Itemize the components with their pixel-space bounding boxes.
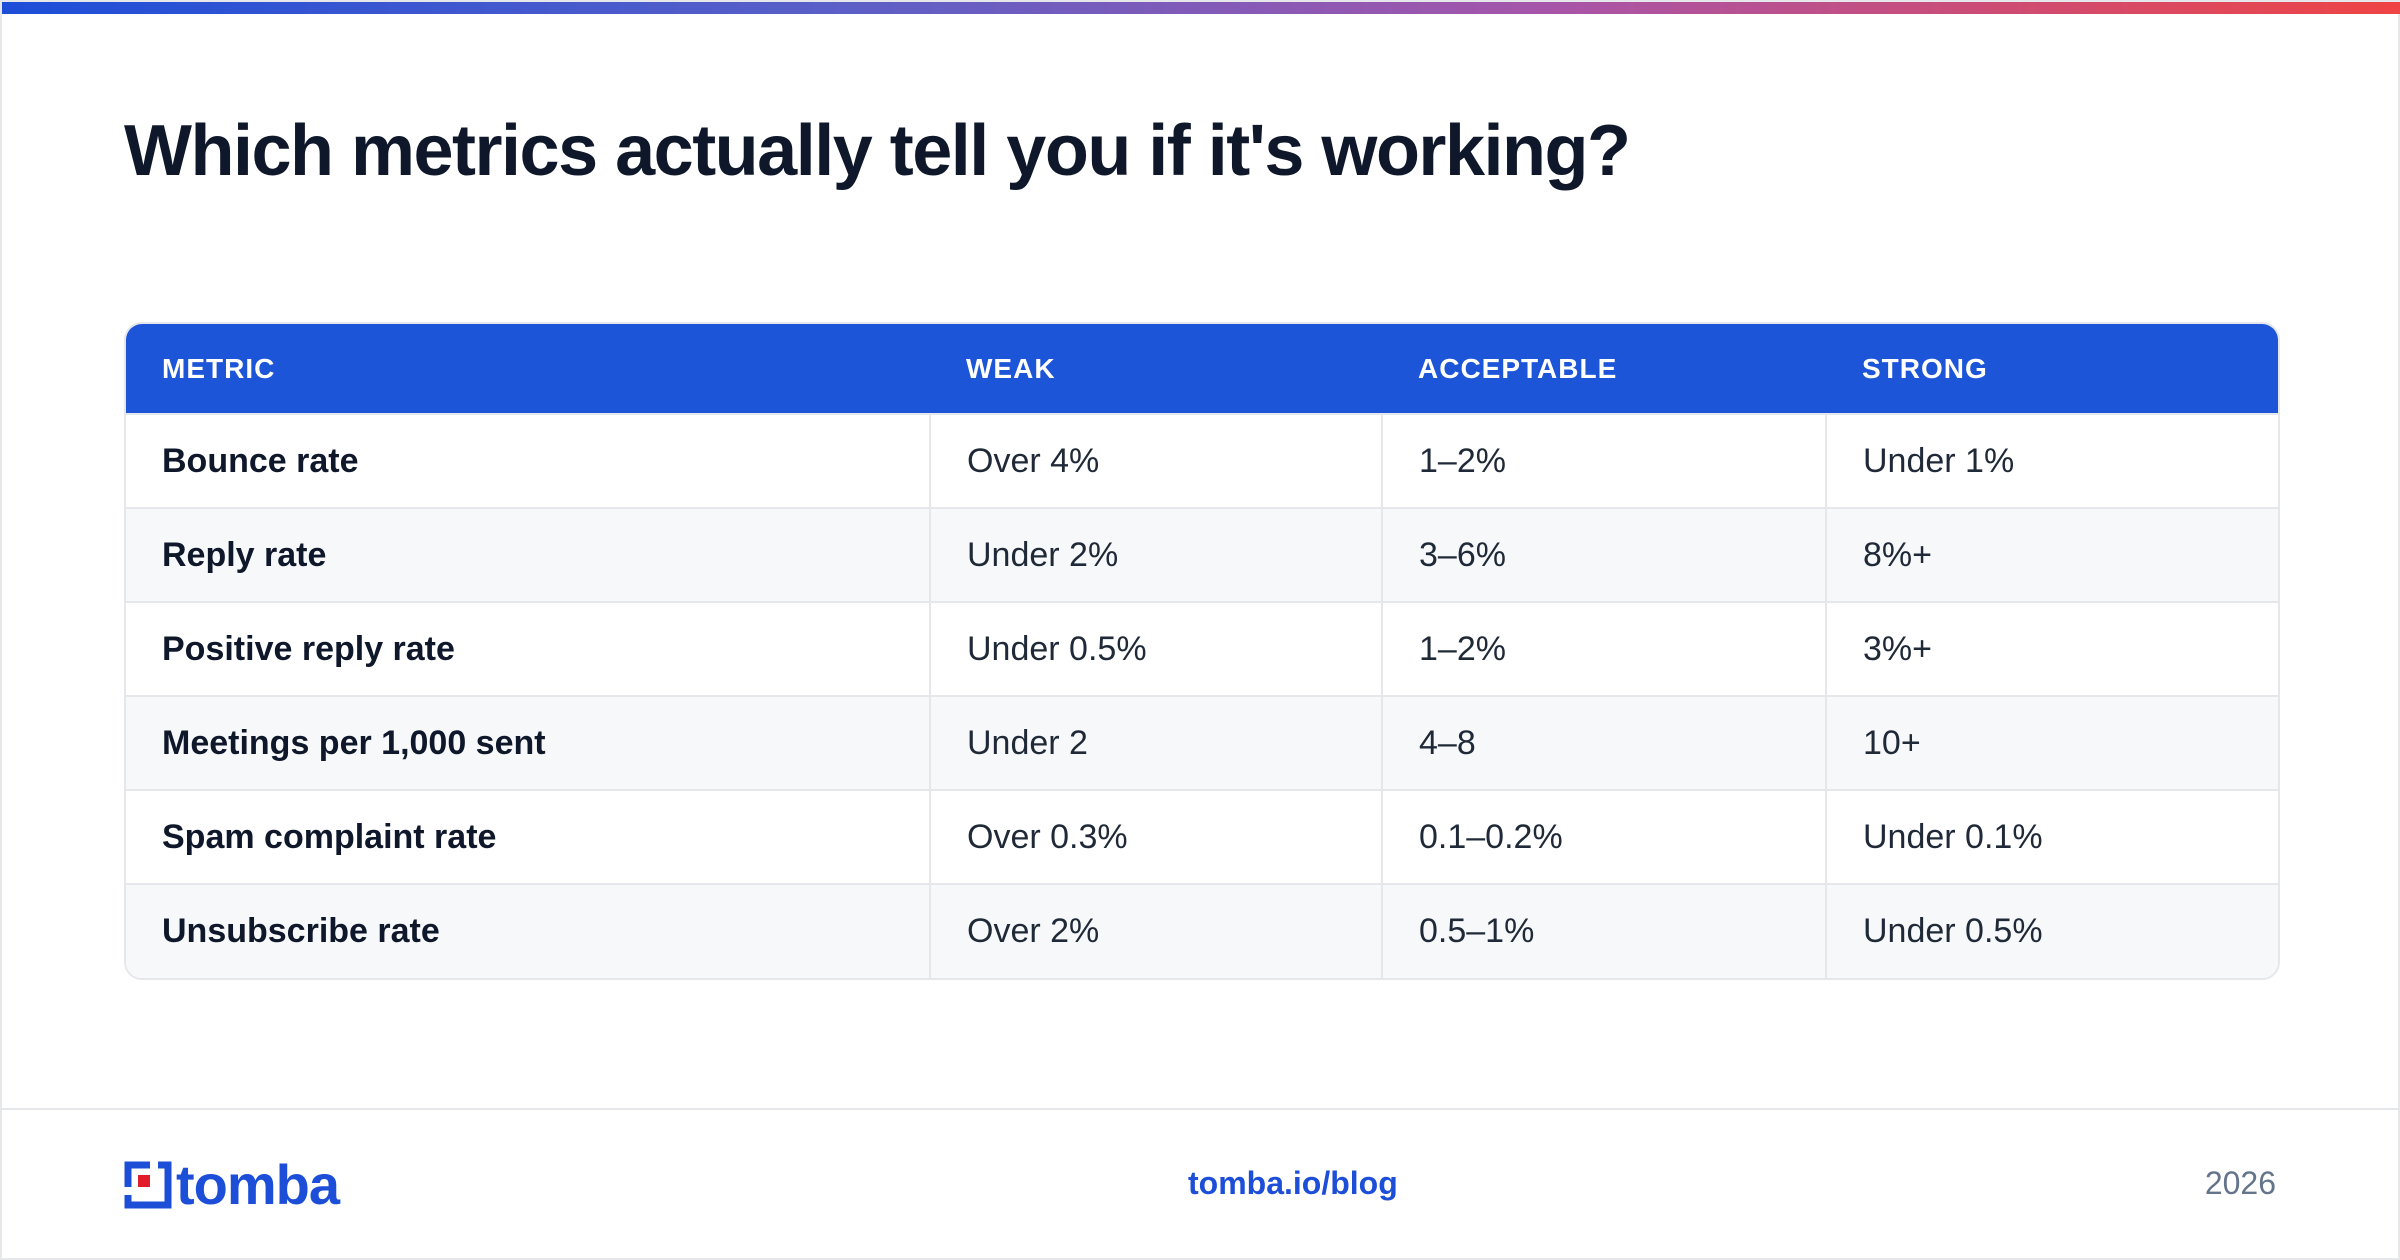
table-row: Reply rate Under 2% 3–6% 8%+ [126, 507, 2278, 602]
tomba-logo[interactable]: tomba [124, 1153, 340, 1216]
footer-year: 2026 [2204, 1165, 2276, 1201]
metric-cell: Reply rate [126, 507, 930, 602]
weak-cell: Under 2 [929, 695, 1382, 790]
table-header-row: METRIC WEAK ACCEPTABLE STRONG [126, 324, 2278, 414]
logo-wordmark: tomba [176, 1153, 340, 1216]
table-row: Unsubscribe rate Over 2% 0.5–1% Under 0.… [126, 883, 2278, 978]
table-row: Positive reply rate Under 0.5% 1–2% 3%+ [126, 601, 2278, 696]
tomba-logo-icon [124, 1161, 172, 1209]
page-title: Which metrics actually tell you if it's … [124, 111, 1631, 191]
strong-cell: 10+ [1825, 695, 2278, 790]
gradient-top-bar [2, 2, 2400, 14]
table-row: Spam complaint rate Over 0.3% 0.1–0.2% U… [126, 789, 2278, 884]
weak-cell: Over 2% [929, 883, 1382, 978]
column-header-strong: STRONG [1862, 352, 1988, 384]
table-row: Meetings per 1,000 sent Under 2 4–8 10+ [126, 695, 2278, 790]
metric-cell: Positive reply rate [126, 601, 930, 696]
metric-cell: Meetings per 1,000 sent [126, 695, 930, 790]
metrics-table: METRIC WEAK ACCEPTABLE STRONG Bounce rat… [124, 322, 2280, 980]
column-header-metric: METRIC [162, 352, 276, 384]
acceptable-cell: 3–6% [1381, 507, 1826, 602]
table-row: Bounce rate Over 4% 1–2% Under 1% [126, 413, 2278, 508]
weak-cell: Under 0.5% [929, 601, 1382, 696]
weak-cell: Over 0.3% [929, 789, 1382, 884]
acceptable-cell: 0.5–1% [1381, 883, 1826, 978]
strong-cell: Under 1% [1825, 413, 2278, 508]
acceptable-cell: 0.1–0.2% [1381, 789, 1826, 884]
weak-cell: Under 2% [929, 507, 1382, 602]
strong-cell: 3%+ [1825, 601, 2278, 696]
weak-cell: Over 4% [929, 413, 1382, 508]
footer-divider [2, 1108, 2400, 1110]
strong-cell: Under 0.5% [1825, 883, 2278, 978]
metric-cell: Spam complaint rate [126, 789, 930, 884]
acceptable-cell: 1–2% [1381, 601, 1826, 696]
acceptable-cell: 4–8 [1381, 695, 1826, 790]
strong-cell: Under 0.1% [1825, 789, 2278, 884]
blog-link[interactable]: tomba.io/blog [1188, 1165, 1398, 1201]
column-header-weak: WEAK [966, 352, 1056, 384]
column-header-acceptable: ACCEPTABLE [1418, 352, 1618, 384]
strong-cell: 8%+ [1825, 507, 2278, 602]
acceptable-cell: 1–2% [1381, 413, 1826, 508]
metric-cell: Bounce rate [126, 413, 930, 508]
metric-cell: Unsubscribe rate [126, 883, 930, 978]
